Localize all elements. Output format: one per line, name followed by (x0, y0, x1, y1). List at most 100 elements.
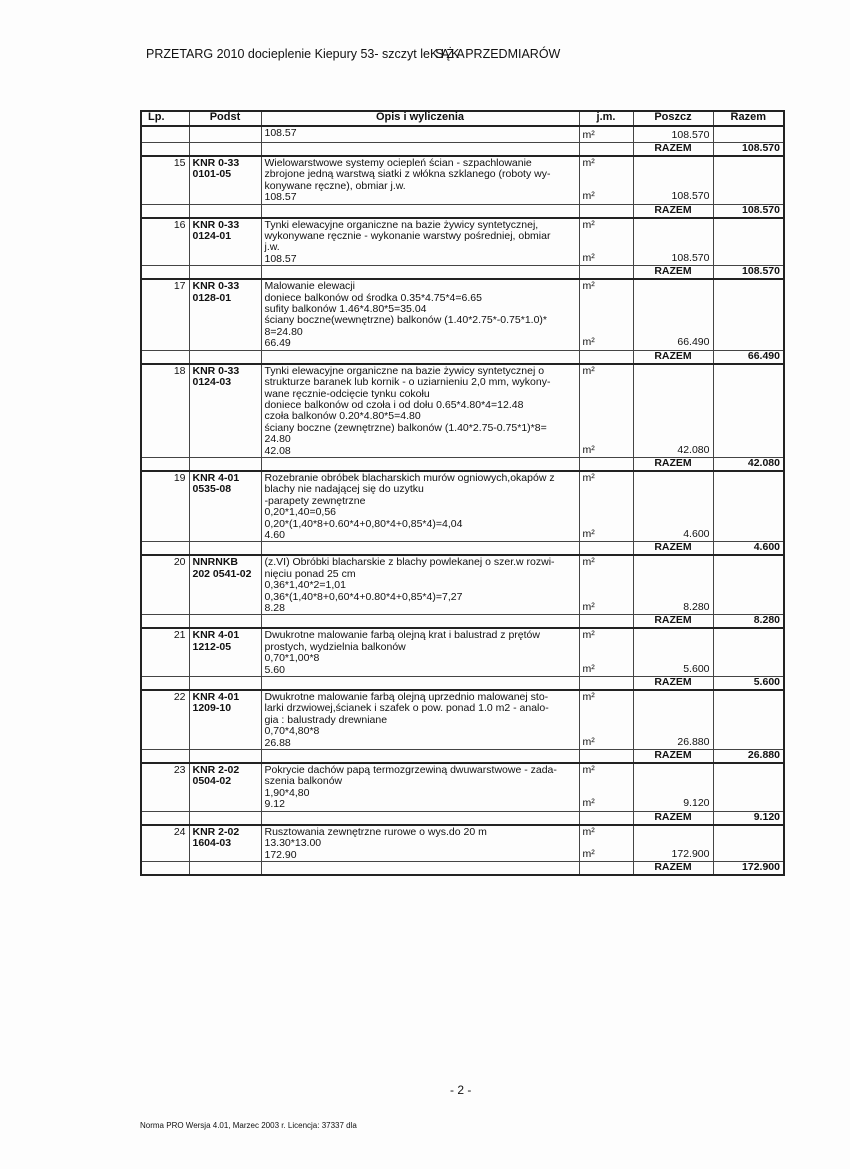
razem-value: 108.570 (712, 142, 785, 157)
item-unit: m² (578, 126, 634, 143)
basis-line: NNRNKB (192, 556, 239, 569)
description-line: larki drzwiowej,ścianek i szafek o pow. … (264, 702, 549, 715)
razem-value: 66.490 (712, 349, 785, 365)
table-row: 20 NNRNKB 202 0541-02 (z.VI) Obróbki blacha… (140, 555, 785, 615)
item-description: Dwukrotne malowanie farbą olejną krat i … (260, 628, 580, 677)
description-line: ściany boczne(wewnętrzne) balkonów (1.40… (264, 314, 548, 327)
item-description: Dwukrotne malowanie farbą olejną uprzedn… (260, 690, 580, 750)
description-line: Rusztowania zewnętrzne rurowe o wys.do 2… (264, 825, 487, 838)
item-number: 18 (140, 363, 190, 458)
description-line: wykonywane ręcznie - wykonanie warstwy p… (264, 230, 551, 243)
description-line: doniece balkonów od środka 0.35*4.75*4=6… (264, 291, 482, 304)
description-line: 0,20*1,40=0,56 (264, 506, 337, 519)
item-number: 24 (140, 824, 190, 862)
table-row: 17 KNR 0-33 0128-01 Malowanie elewacji donie… (140, 279, 785, 351)
item-basis: KNR 2-02 1604-03 (188, 824, 262, 862)
item-total-empty (712, 156, 785, 205)
description-line: sufity balkonów 1.46*4.80*5=35.04 (264, 303, 427, 316)
quantity-line: 66.49 (264, 337, 291, 350)
unit-top: m² (582, 764, 595, 777)
bill-of-quantities-table: Lp. Podst Opis i wyliczenia j.m. Poszcz … (140, 110, 785, 876)
item-description: Wielowarstwowe systemy ociepleń ścian - … (260, 156, 580, 205)
item-total-empty (712, 628, 785, 677)
partial-value: 5.600 (683, 662, 710, 675)
description-line: prostych, wydzielnia balkonów (264, 640, 406, 653)
partial-value: 8.280 (683, 601, 710, 613)
unit-top: m² (582, 825, 595, 838)
empty-cell (188, 349, 262, 365)
empty-cell (260, 142, 580, 157)
description-line: (z.VI) Obróbki blacharskie z blachy powl… (264, 556, 555, 569)
description-line: szenia balkonów (264, 775, 343, 788)
empty-cell (260, 456, 580, 472)
col-razem: Razem (712, 111, 785, 127)
item-number: 21 (140, 628, 190, 677)
empty-cell (260, 810, 580, 826)
description-line: 0,36*(1,40*8+0,60*4+0.80*4+0,85*4)=7,27 (264, 590, 463, 603)
item-partial: 5.600 (632, 628, 714, 677)
item-number: 23 (140, 763, 190, 812)
basis-line: 0101-05 (192, 168, 232, 181)
description-line: zbrojone jedną warstwą siatki z włókna s… (264, 168, 551, 181)
razem-row: RAZEM 108.570 (140, 203, 785, 219)
table-header-row: Lp. Podst Opis i wyliczenia j.m. Poszcz … (140, 111, 785, 127)
razem-label: RAZEM (632, 349, 714, 365)
item-unit: m² m² (578, 279, 634, 351)
empty-cell (578, 614, 634, 630)
description-line: 0,70*1,00*8 (264, 652, 320, 665)
razem-label: RAZEM (632, 614, 714, 630)
description-line: 0,70*4,80*8 (264, 725, 320, 738)
description-line: blachy nie nadającej się do uzytku (264, 483, 424, 496)
item-total-empty (712, 126, 785, 143)
item-partial: 108.570 (632, 126, 714, 143)
item-unit: m² m² (578, 363, 634, 458)
empty-cell (140, 456, 190, 472)
header-title-end: PRZEDMIARÓW (461, 47, 561, 61)
header-overlay-text: KSIĄŻKA (429, 47, 465, 61)
basis-line: KNR 0-33 (192, 364, 240, 377)
empty-cell (140, 541, 190, 557)
empty-cell (140, 265, 190, 281)
basis-line: KNR 0-33 (192, 157, 240, 169)
item-description: Rozebranie obróbek blacharskich murów og… (260, 470, 580, 542)
item-description: Pokrycie dachów papą termozgrzewiną dwuw… (260, 763, 580, 812)
quantity-line: 108.57 (264, 252, 297, 265)
razem-row: RAZEM 108.570 (140, 265, 785, 281)
partial-value: 9.120 (683, 797, 710, 810)
partial-value: 108.570 (671, 190, 710, 203)
item-number: 19 (140, 470, 190, 542)
item-number: 20 (140, 555, 190, 615)
description-line: 8=24.80 (264, 325, 303, 338)
item-basis: KNR 0-33 0128-01 (188, 279, 262, 351)
description-line: Dwukrotne malowanie farbą olejną krat i … (264, 629, 540, 642)
item-total-empty (712, 690, 785, 750)
basis-line: KNR 4-01 (192, 629, 240, 642)
empty-cell (578, 860, 634, 876)
empty-cell (140, 203, 190, 219)
table-row: 21 KNR 4-01 1212-05 Dwukrotne malowanie far… (140, 628, 785, 677)
unit-bottom: m² (582, 847, 595, 860)
basis-line: KNR 4-01 (192, 471, 240, 484)
empty-cell (578, 541, 634, 557)
item-total-empty (712, 279, 785, 351)
empty-cell (260, 749, 580, 765)
item-partial: 8.280 (632, 555, 714, 615)
razem-value: 5.600 (712, 676, 785, 691)
table-row: 108.57 m² 108.570 (140, 126, 785, 143)
item-partial: 26.880 (632, 690, 714, 750)
basis-line: 1212-05 (192, 640, 232, 653)
item-unit: m² m² (578, 628, 634, 677)
col-lp: Lp. (140, 111, 190, 127)
quantity-line: 9.12 (264, 798, 285, 811)
table-row: 15 KNR 0-33 0101-05 Wielowarstwowe systemy … (140, 156, 785, 205)
item-total-empty (712, 470, 785, 542)
unit-bottom: m² (582, 601, 595, 613)
description-line: ściany boczne (zewnętrzne) balkonów (1.4… (264, 421, 547, 434)
description-line: wane ręcznie-odcięcie tynku cokołu (264, 387, 430, 400)
item-basis: KNR 4-01 1209-10 (188, 690, 262, 750)
quantity-line: 108.57 (264, 191, 297, 204)
razem-label: RAZEM (632, 456, 714, 472)
razem-label: RAZEM (632, 860, 714, 876)
item-basis: KNR 4-01 1212-05 (188, 628, 262, 677)
partial-value: 42.080 (677, 443, 710, 456)
